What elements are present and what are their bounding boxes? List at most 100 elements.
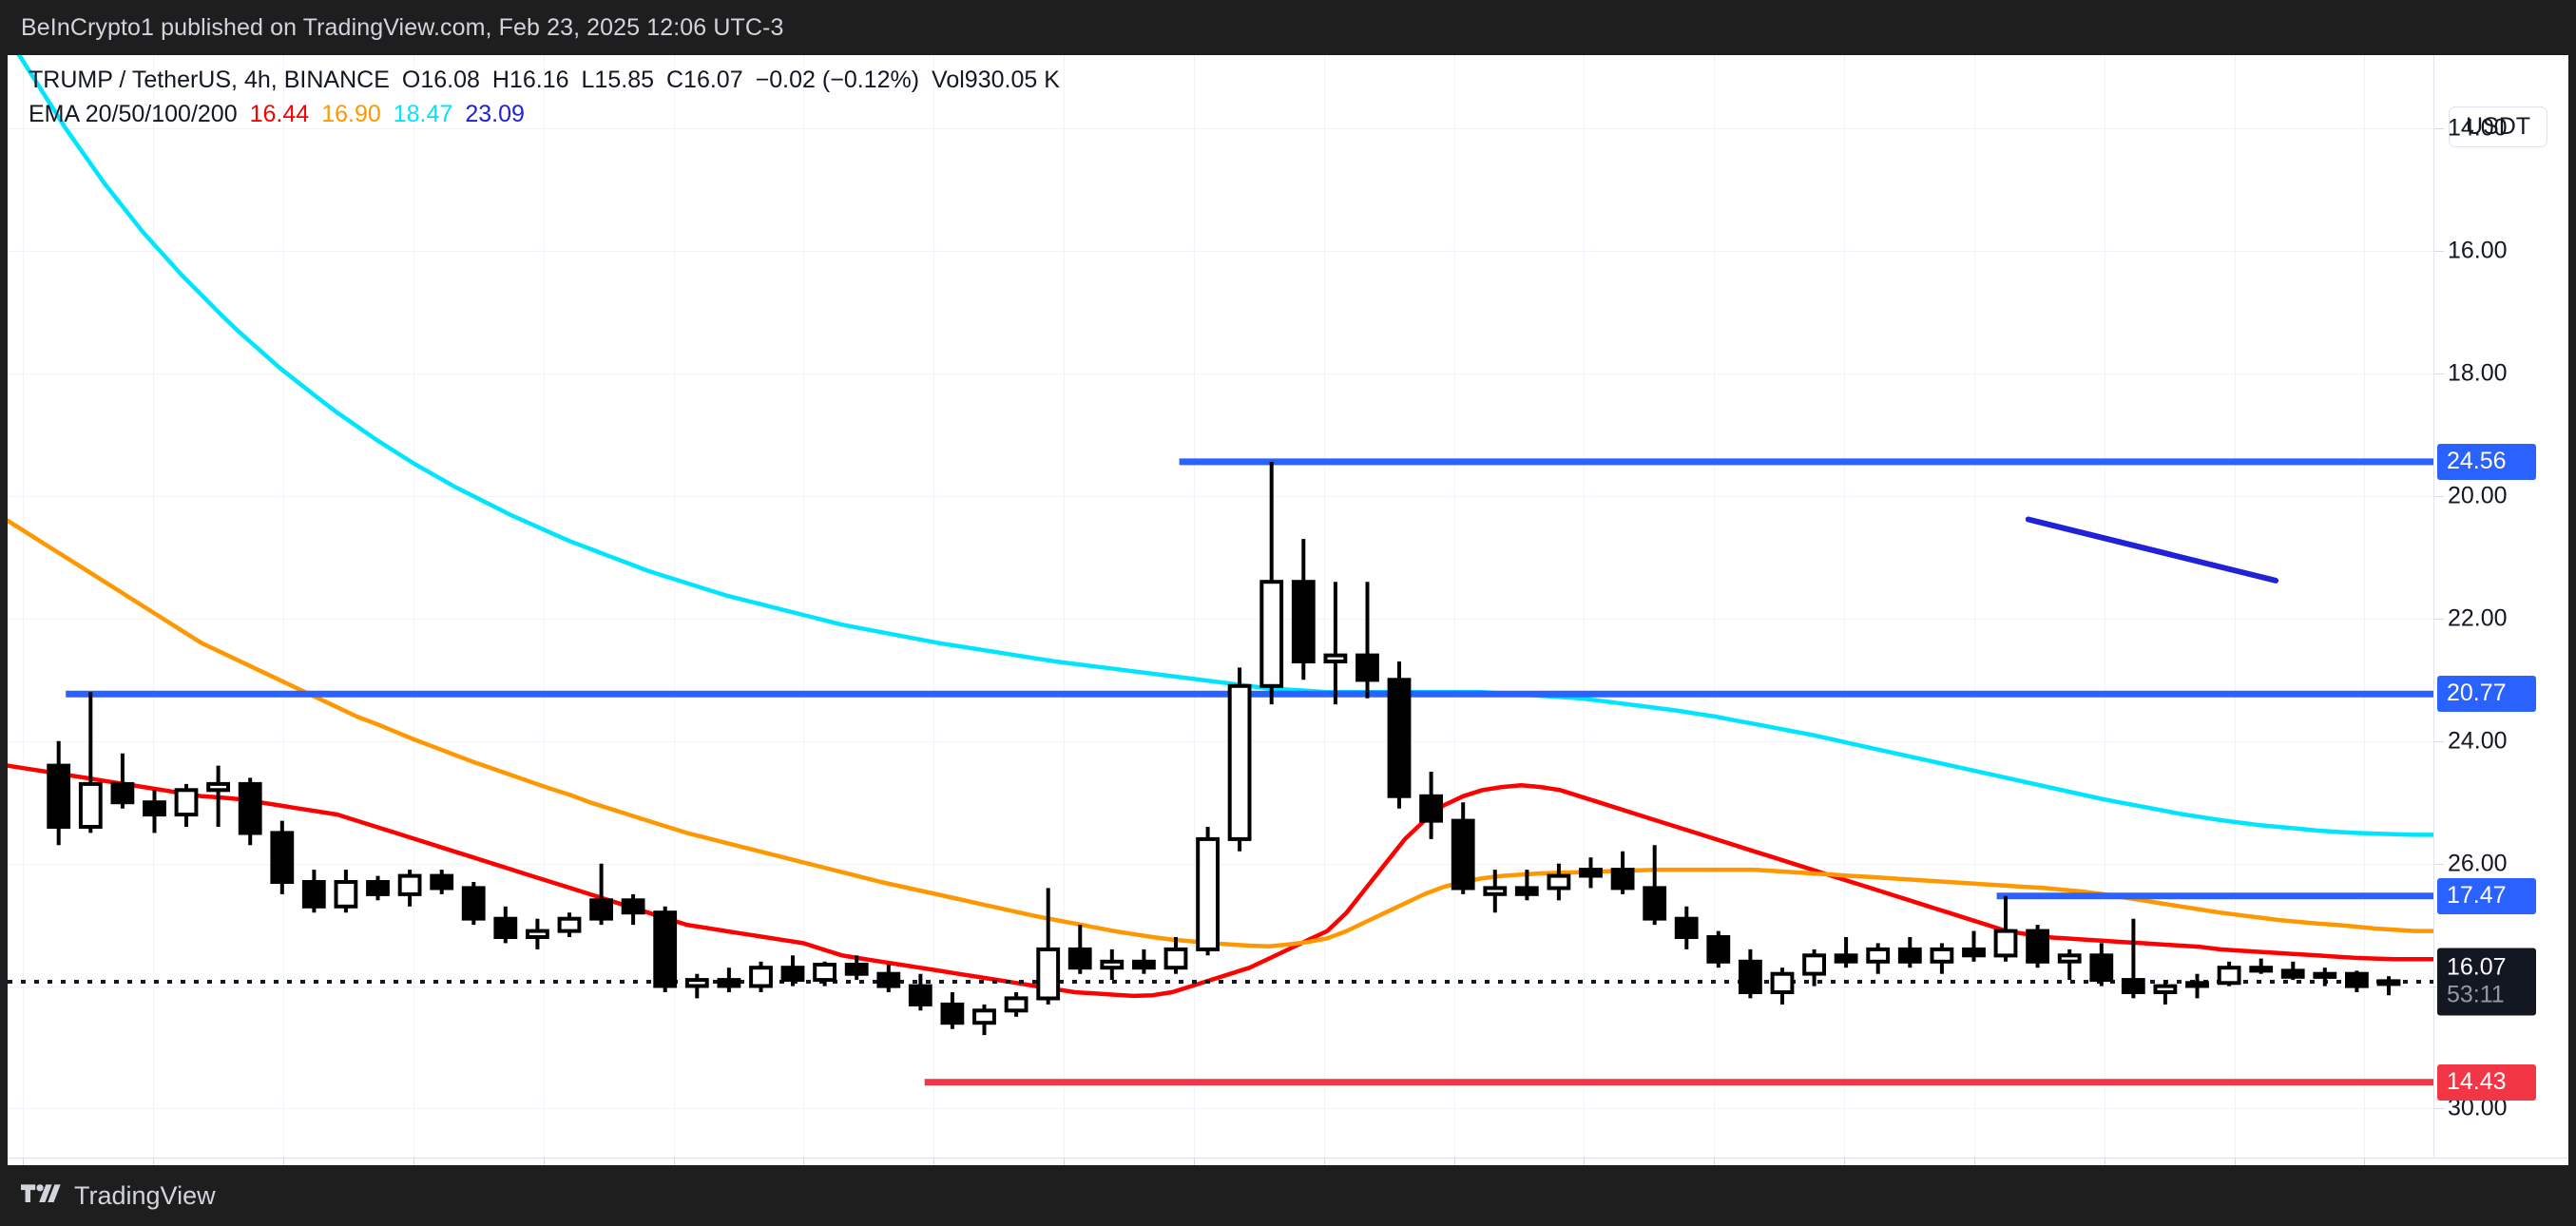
- candle[interactable]: [1291, 539, 1316, 680]
- candle[interactable]: [301, 870, 326, 913]
- tradingview-logo-icon: [21, 1184, 61, 1202]
- candle[interactable]: [110, 753, 135, 809]
- candle[interactable]: [813, 961, 837, 987]
- candle[interactable]: [1897, 937, 1922, 968]
- candle[interactable]: [1387, 661, 1412, 809]
- candle[interactable]: [2153, 980, 2178, 1005]
- candle[interactable]: [1419, 772, 1443, 839]
- grid-line-horizontal: [8, 251, 2433, 253]
- candle[interactable]: [2185, 973, 2209, 999]
- candle[interactable]: [684, 973, 709, 999]
- candle[interactable]: [174, 783, 199, 827]
- candle[interactable]: [2376, 976, 2401, 996]
- candle[interactable]: [1802, 948, 1826, 987]
- time-tick-mark: [413, 1159, 414, 1165]
- candle[interactable]: [1067, 925, 1092, 974]
- price-tick-label: 24.00: [2448, 727, 2508, 755]
- candle[interactable]: [749, 961, 773, 992]
- candle[interactable]: [1643, 845, 1667, 926]
- candle[interactable]: [780, 955, 805, 987]
- candle[interactable]: [1514, 870, 1539, 901]
- candle[interactable]: [366, 875, 390, 901]
- candle[interactable]: [844, 955, 869, 981]
- candle[interactable]: [1674, 906, 1699, 949]
- candle[interactable]: [2313, 967, 2337, 987]
- candle[interactable]: [47, 740, 71, 846]
- candle[interactable]: [1866, 943, 1891, 974]
- candle[interactable]: [334, 870, 358, 913]
- candle[interactable]: [876, 965, 901, 992]
- candle[interactable]: [1993, 895, 2018, 962]
- candle[interactable]: [206, 765, 230, 827]
- candle[interactable]: [940, 992, 965, 1029]
- candle[interactable]: [1227, 667, 1252, 852]
- candle[interactable]: [589, 863, 614, 926]
- candle[interactable]: [2121, 918, 2145, 999]
- candle[interactable]: [1004, 992, 1028, 1017]
- candle[interactable]: [1962, 930, 1986, 962]
- candle[interactable]: [1323, 582, 1348, 705]
- time-tick-mark: [1844, 1159, 1845, 1165]
- candle[interactable]: [717, 967, 741, 992]
- price-tick-mark: [2434, 251, 2444, 253]
- chart-frame: TRUMP / TetherUS, 4h, BINANCE O16.08 H16…: [8, 55, 2568, 1165]
- price-badge-16-07[interactable]: 16.07 53:11: [2437, 948, 2536, 1016]
- currency-chip[interactable]: USDT: [2449, 106, 2548, 147]
- candle[interactable]: [2249, 958, 2274, 974]
- candle[interactable]: [1451, 802, 1475, 894]
- candle[interactable]: [1163, 937, 1188, 974]
- chart-plot-area[interactable]: [8, 55, 2433, 1158]
- candle[interactable]: [1547, 863, 1571, 901]
- price-tick-mark: [2434, 128, 2444, 130]
- candle[interactable]: [1706, 930, 1731, 968]
- candle[interactable]: [1132, 948, 1156, 974]
- price-badge-14-43[interactable]: 14.43: [2437, 1063, 2536, 1101]
- candle[interactable]: [143, 790, 166, 833]
- candle[interactable]: [1259, 461, 1284, 705]
- candle[interactable]: [1036, 888, 1061, 1005]
- grid-line-vertical: [803, 55, 804, 1158]
- price-axis[interactable]: USDT 30.0028.0026.0024.0022.0020.0018.00…: [2433, 55, 2568, 1158]
- candle[interactable]: [1196, 827, 1220, 956]
- time-tick-mark: [1064, 1159, 1065, 1165]
- candle[interactable]: [1834, 937, 1858, 968]
- candle[interactable]: [1610, 851, 1635, 894]
- candle[interactable]: [2217, 961, 2241, 987]
- candle[interactable]: [972, 1004, 996, 1036]
- candle[interactable]: [397, 870, 422, 907]
- candle[interactable]: [1355, 582, 1379, 699]
- candle[interactable]: [2345, 970, 2369, 992]
- candle[interactable]: [2280, 961, 2305, 981]
- candle[interactable]: [1930, 943, 1954, 974]
- candle[interactable]: [493, 906, 518, 944]
- candle[interactable]: [557, 912, 582, 937]
- candle[interactable]: [461, 882, 486, 926]
- grid-line-vertical: [544, 55, 545, 1158]
- grid-line-vertical: [1324, 55, 1325, 1158]
- candle[interactable]: [1100, 948, 1125, 981]
- candle[interactable]: [2057, 948, 2082, 981]
- candle[interactable]: [270, 820, 295, 894]
- time-tick-mark: [1324, 1159, 1325, 1165]
- candle[interactable]: [78, 692, 103, 833]
- price-badge-value: 14.43: [2447, 1067, 2507, 1095]
- candle[interactable]: [1770, 967, 1795, 1005]
- descending-trendline[interactable]: [2025, 516, 2279, 584]
- price-badge-24-56[interactable]: 24.56: [2437, 443, 2536, 480]
- price-badge-20-77[interactable]: 20.77: [2437, 676, 2536, 713]
- candle[interactable]: [238, 777, 262, 846]
- time-tick-mark: [674, 1159, 675, 1165]
- time-axis[interactable]: 567891011121314151617181920212223: [8, 1158, 2568, 1165]
- candle[interactable]: [653, 906, 678, 992]
- time-tick-mark: [544, 1159, 545, 1165]
- candle[interactable]: [526, 918, 549, 949]
- candle[interactable]: [1483, 870, 1508, 913]
- price-badge-17-47[interactable]: 17.47: [2437, 877, 2536, 914]
- candle[interactable]: [430, 870, 454, 894]
- candle[interactable]: [621, 893, 645, 926]
- candle[interactable]: [2089, 943, 2114, 987]
- candle[interactable]: [908, 973, 932, 1011]
- candle[interactable]: [2026, 925, 2049, 968]
- candle[interactable]: [1579, 857, 1603, 889]
- candle[interactable]: [1739, 948, 1762, 999]
